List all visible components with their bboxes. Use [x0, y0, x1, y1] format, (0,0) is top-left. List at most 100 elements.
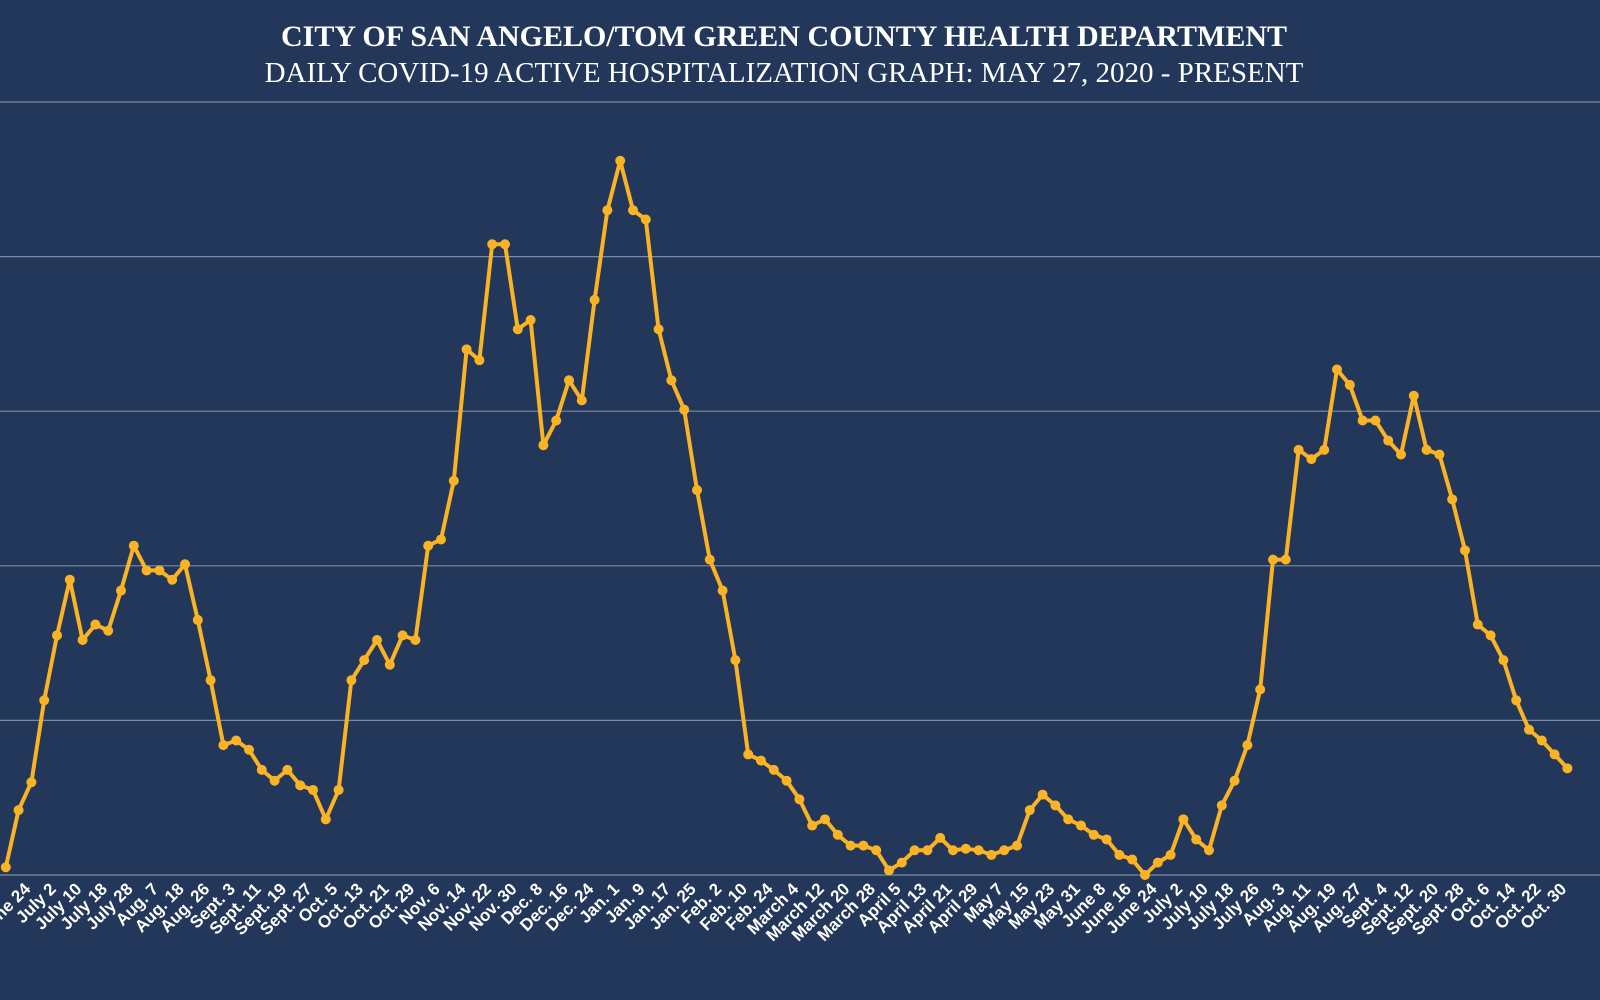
- chart-subtitle: DAILY COVID-19 ACTIVE HOSPITALIZATION GR…: [265, 57, 1304, 89]
- data-point: [461, 344, 472, 355]
- data-point: [1063, 814, 1074, 825]
- data-point: [512, 324, 523, 335]
- data-point: [576, 395, 587, 406]
- plot: [0, 155, 1573, 880]
- data-point: [948, 845, 958, 856]
- data-point: [244, 744, 254, 755]
- data-point: [1434, 449, 1445, 460]
- data-point: [1370, 415, 1381, 426]
- data-point: [1076, 820, 1086, 831]
- data-point: [1114, 849, 1125, 860]
- data-point: [320, 814, 331, 825]
- data-point: [1396, 449, 1406, 460]
- data-point: [640, 214, 651, 225]
- data-point: [333, 784, 344, 795]
- data-point: [1511, 695, 1522, 706]
- data-point: [768, 764, 779, 775]
- data-point: [602, 205, 613, 216]
- data-point: [1204, 845, 1214, 856]
- data-point: [960, 843, 971, 854]
- data-point: [1293, 444, 1304, 455]
- data-point: [180, 559, 190, 570]
- data-point: [794, 794, 805, 805]
- data-point: [564, 375, 574, 386]
- data-point: [628, 205, 638, 216]
- data-point: [1268, 554, 1278, 565]
- data-point: [896, 857, 907, 868]
- data-point: [807, 820, 818, 831]
- data-point: [1140, 870, 1150, 880]
- data-point: [1357, 415, 1368, 426]
- data-point: [218, 740, 229, 751]
- data-point: [1485, 630, 1496, 641]
- data-point: [1178, 814, 1189, 825]
- data-point: [436, 534, 446, 545]
- data-point: [781, 775, 792, 786]
- data-point: [231, 735, 242, 746]
- data-point: [0, 862, 11, 873]
- data-point: [154, 565, 165, 576]
- data-point: [832, 829, 843, 840]
- data-point: [909, 845, 920, 856]
- data-point: [1152, 857, 1163, 868]
- data-point: [589, 294, 600, 305]
- data-point: [1280, 554, 1291, 565]
- data-point: [448, 475, 459, 486]
- data-point: [90, 619, 101, 630]
- data-point: [1319, 444, 1330, 455]
- data-point: [423, 540, 434, 551]
- data-point: [1498, 655, 1509, 666]
- data-point: [13, 805, 24, 816]
- data-point: [845, 840, 856, 851]
- data-point: [372, 635, 382, 646]
- data-point: [269, 775, 280, 786]
- data-point: [884, 865, 894, 876]
- data-point: [999, 845, 1010, 856]
- data-point: [551, 415, 562, 426]
- data-point: [1562, 763, 1573, 774]
- data-point: [256, 764, 267, 775]
- data-point: [1460, 545, 1470, 556]
- data-point: [77, 635, 88, 646]
- data-point: [935, 832, 946, 843]
- data-point: [500, 239, 510, 250]
- data-point: [1447, 494, 1458, 505]
- data-point: [26, 777, 37, 788]
- data-point: [64, 574, 75, 585]
- data-point: [141, 565, 152, 576]
- data-point: [1037, 789, 1048, 800]
- data-point: [1216, 800, 1227, 811]
- data-point: [116, 585, 126, 596]
- data-point: [1408, 390, 1419, 401]
- data-point: [52, 630, 62, 641]
- data-point: [167, 574, 178, 585]
- chart-title: CITY OF SAN ANGELO/TOM GREEN COUNTY HEAL…: [281, 20, 1287, 53]
- data-point: [308, 784, 318, 795]
- data-point: [1332, 364, 1342, 375]
- data-point: [1524, 724, 1534, 735]
- data-point: [346, 675, 357, 686]
- data-point: [1088, 829, 1099, 840]
- data-point: [39, 695, 50, 706]
- data-point: [295, 780, 306, 791]
- data-point: [1306, 454, 1317, 465]
- data-point: [1242, 740, 1253, 751]
- data-point: [1050, 800, 1061, 811]
- data-point: [205, 675, 216, 686]
- data-point: [820, 814, 830, 825]
- data-point: [282, 764, 293, 775]
- data-point: [1101, 834, 1112, 845]
- data-point: [128, 540, 139, 551]
- data-point: [1255, 684, 1266, 695]
- data-point: [1536, 735, 1547, 746]
- data-point: [858, 840, 869, 851]
- data-point: [1344, 379, 1355, 390]
- data-point: [538, 440, 549, 451]
- data-point: [1421, 444, 1432, 455]
- data-point: [653, 324, 664, 335]
- data-point: [474, 355, 485, 366]
- data-point: [666, 375, 677, 386]
- data-point: [103, 625, 114, 636]
- data-point: [1472, 619, 1483, 630]
